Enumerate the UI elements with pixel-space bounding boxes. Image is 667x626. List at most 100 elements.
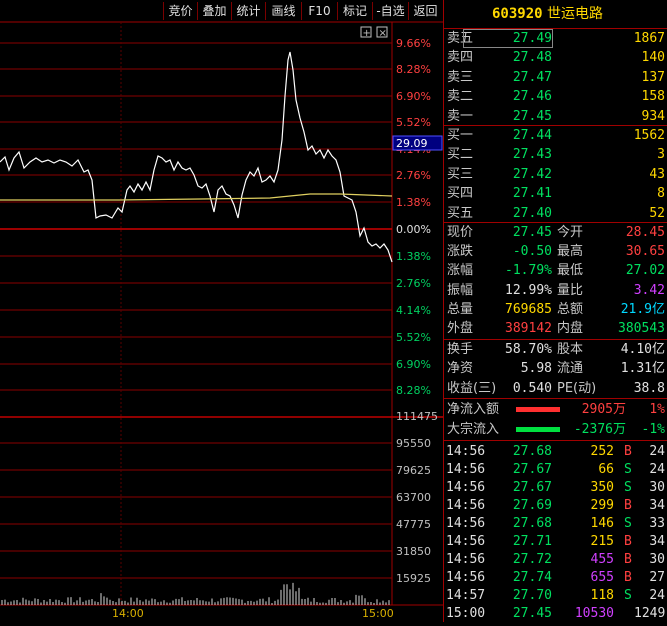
toolbar-button-2[interactable]: 统计 — [231, 2, 265, 20]
divider — [444, 222, 667, 223]
volume-label: 111475 — [396, 410, 438, 423]
tick-time: 14:56 — [446, 552, 486, 567]
stock-header: 603920 世运电路 — [444, 0, 667, 28]
quote-value: 21.9亿 — [620, 301, 665, 317]
finance-value: 1.31亿 — [620, 361, 665, 377]
pct-label-top: 9.66% — [396, 37, 431, 50]
quote-label: 振幅 — [447, 282, 474, 298]
tick-price: 27.72 — [512, 552, 552, 567]
tick-row[interactable]: 14:56 27.67 66 S 24 — [444, 460, 667, 480]
tick-row[interactable]: 14:56 27.71 215 B 34 — [444, 532, 667, 552]
level-volume: 43 — [649, 166, 665, 182]
level-label: 买三 — [447, 166, 474, 182]
divider — [444, 440, 667, 441]
price-marker-box — [392, 135, 443, 151]
plus-icon: + — [363, 28, 371, 39]
level-price: 27.47 — [512, 69, 552, 85]
tick-volume: 10530 — [574, 606, 614, 621]
tick-side: B — [624, 552, 632, 567]
quote-row: 现价 27.45 今开 28.45 — [444, 223, 667, 242]
tick-price: 27.67 — [512, 480, 552, 495]
pct-label-top: 5.52% — [396, 116, 431, 129]
tick-time: 14:56 — [446, 570, 486, 585]
ask-row[interactable]: 卖三 27.47 137 — [444, 68, 667, 87]
bid-row[interactable]: 买三 27.42 43 — [444, 165, 667, 184]
tick-row[interactable]: 15:00 27.45 10530 1249 — [444, 604, 667, 624]
pct-label-bottom: 5.52% — [396, 331, 431, 344]
toolbar-button-6[interactable]: -自选 — [372, 2, 408, 20]
bid-row[interactable]: 买二 27.43 3 — [444, 145, 667, 164]
tick-volume: 146 — [590, 516, 614, 531]
pct-label-top: 8.28% — [396, 63, 431, 76]
tick-price: 27.45 — [512, 606, 552, 621]
level-volume: 137 — [641, 69, 665, 85]
volume-label: 63700 — [396, 491, 431, 504]
tick-volume: 252 — [590, 444, 614, 459]
finance-label: 流通 — [557, 361, 584, 377]
toolbar-button-5[interactable]: 标记 — [337, 2, 372, 20]
level-label: 卖五 — [447, 31, 474, 46]
tick-volume: 655 — [590, 570, 614, 585]
flow-pct: -1% — [641, 421, 665, 437]
tick-count: 30 — [649, 552, 665, 567]
stock-name: 世运电路 — [547, 6, 603, 22]
quote-label: 最高 — [557, 244, 584, 260]
level-volume: 1867 — [633, 31, 665, 46]
toolbar-button-3[interactable]: 画线 — [265, 2, 301, 20]
pct-label-top: 6.90% — [396, 90, 431, 103]
level-price: 27.41 — [512, 186, 552, 202]
quote-label: 涨幅 — [447, 263, 474, 279]
pct-label-bottom: 1.38% — [396, 250, 431, 263]
finance-value: 0.540 — [512, 380, 552, 396]
toolbar-button-0[interactable]: 竞价 — [163, 2, 197, 20]
pct-label-bottom: 6.90% — [396, 358, 431, 371]
chart-canvas[interactable]: 9.66% 8.28% 6.90% 5.52% 4.14% 2.76% 1.38% 0.00%… — [0, 0, 443, 622]
quote-value: -0.50 — [512, 244, 552, 260]
tick-volume: 118 — [590, 588, 614, 603]
bid-row[interactable]: 买五 27.40 52 — [444, 204, 667, 223]
flow-label: 净流入额 — [447, 402, 500, 417]
volume-label: 15925 — [396, 572, 431, 585]
selected-price-box — [463, 29, 553, 48]
tick-row[interactable]: 14:56 27.68 146 S 33 — [444, 514, 667, 534]
bid-row[interactable]: 买四 27.41 8 — [444, 184, 667, 203]
quote-value: 380543 — [618, 321, 665, 336]
tick-volume: 215 — [590, 534, 614, 549]
volume-label: 47775 — [396, 518, 431, 531]
level-volume: 140 — [641, 50, 665, 66]
level-price: 27.48 — [512, 50, 552, 66]
finance-row: 收益(三) 0.540 PE(动) 38.8 — [444, 379, 667, 398]
ask-row[interactable]: 卖五 27.49 1867 — [444, 29, 667, 48]
tick-row[interactable]: 14:56 27.68 252 B 24 — [444, 442, 667, 462]
flow-bar — [516, 426, 560, 432]
quote-value: -1.79% — [505, 263, 552, 279]
level-price: 27.40 — [512, 205, 552, 221]
toolbar-button-7[interactable]: 返回 — [408, 2, 442, 20]
ask-row[interactable]: 卖四 27.48 140 — [444, 48, 667, 67]
tick-row[interactable]: 14:56 27.74 655 B 27 — [444, 568, 667, 588]
tick-side: B — [624, 498, 632, 513]
tick-row[interactable]: 14:56 27.72 455 B 30 — [444, 550, 667, 570]
ask-row[interactable]: 卖二 27.46 158 — [444, 87, 667, 106]
tick-row[interactable]: 14:56 27.67 350 S 30 — [444, 478, 667, 498]
quote-label: 内盘 — [557, 321, 584, 336]
level-label: 买二 — [447, 147, 474, 163]
tick-time: 14:56 — [446, 480, 486, 495]
finance-label: 股本 — [557, 342, 584, 357]
pct-label-bottom: 4.14% — [396, 304, 431, 317]
flow-row: 净流入额 2905万 1% — [444, 400, 667, 419]
price-line — [0, 51, 393, 263]
toolbar-button-1[interactable]: 叠加 — [197, 2, 231, 20]
bid-row[interactable]: 买一 27.44 1562 — [444, 126, 667, 145]
toolbar-button-4[interactable]: F10 — [301, 2, 337, 20]
time-label: 15:00 — [362, 607, 394, 620]
time-label: 14:00 — [112, 607, 144, 620]
intraday-chart[interactable]: 9.66% 8.28% 6.90% 5.52% 4.14% 2.76% 1.38% 0.00%… — [0, 0, 443, 622]
tick-count: 34 — [649, 498, 665, 513]
tick-row[interactable]: 14:57 27.70 118 S 24 — [444, 586, 667, 606]
tick-row[interactable]: 14:56 27.69 299 B 34 — [444, 496, 667, 516]
quote-label: 总量 — [447, 301, 474, 317]
finance-label: 收益(三) — [447, 380, 497, 396]
ask-row[interactable]: 卖一 27.45 934 — [444, 107, 667, 126]
tick-count: 24 — [649, 462, 665, 477]
